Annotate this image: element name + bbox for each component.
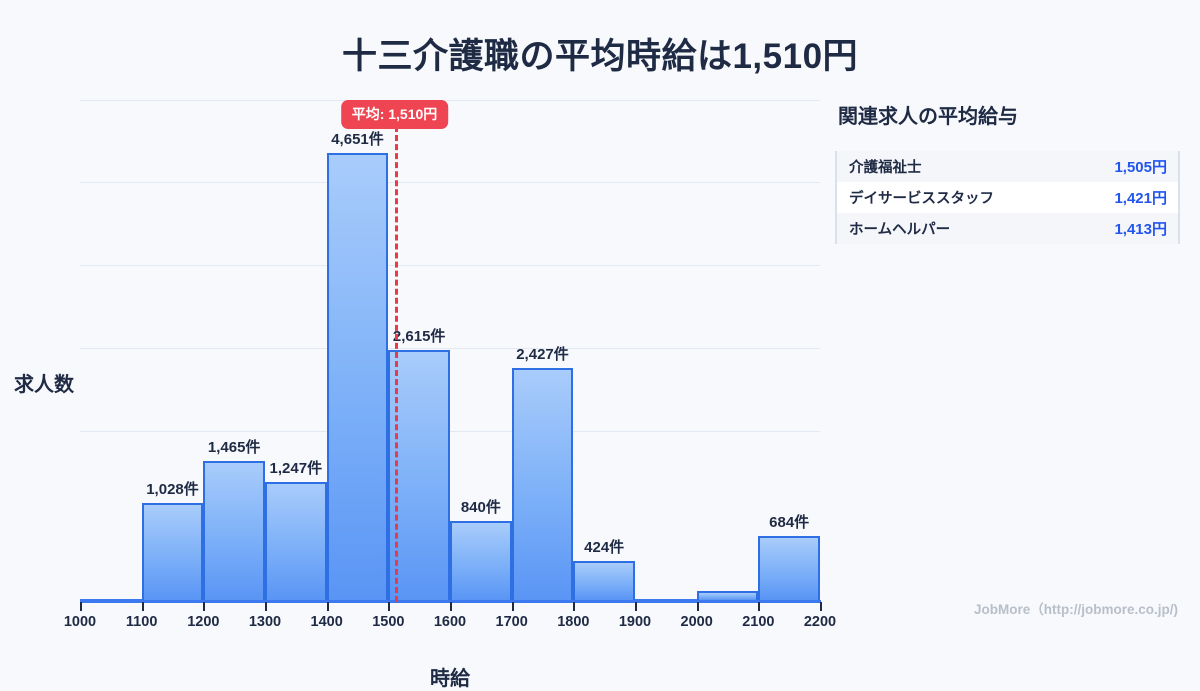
salary-row-name: ホームヘルパー [849,222,951,238]
salary-row-value: 1,505円 [1114,159,1167,176]
bar-value-label: 1,465件 [207,439,261,456]
x-axis-tick [511,602,514,611]
x-axis-tick [820,602,822,611]
x-axis-tick-label: 1600 [433,614,467,630]
x-axis-line [80,600,821,603]
salary-row-value: 1,421円 [1114,190,1167,207]
histogram-chart: 1,028件 1,465件 1,247件 4,651件 2,615件 840件 2,427件… [0,90,836,690]
x-axis-tick-label: 1900 [618,614,652,630]
histogram-bar [326,153,389,602]
x-axis-tick-label: 1200 [187,614,220,630]
gridline [80,348,820,349]
bar-value-label: 840件 [460,499,501,516]
salary-row-name: デイサービススタッフ [849,191,994,207]
histogram-bar [758,536,820,602]
x-axis-tick [203,602,206,611]
x-axis-tick-label: 2100 [742,614,775,630]
x-axis-tick [758,602,761,611]
y-axis-title: 求人数 [14,374,74,396]
gridline [80,431,820,432]
salary-row[interactable]: 介護福祉士 1,505円 [837,151,1178,182]
bar-value-label: 1,247件 [269,460,323,477]
plot-area [80,100,820,502]
footer-credit: JobMore（http://jobmore.co.jp/) [974,602,1178,617]
x-axis-title: 時給 [430,668,470,690]
x-axis-tick-label: 1800 [557,614,590,630]
salary-row-name: 介護福祉士 [849,160,922,176]
histogram-bar [141,503,204,602]
x-axis-tick-label: 1000 [63,614,97,630]
histogram-bar [450,521,512,602]
histogram-bar [573,561,635,602]
x-axis-tick [696,602,699,611]
histogram-bar [265,482,327,602]
bar-value-label: 424件 [584,539,625,556]
x-axis-tick [141,602,144,611]
x-axis-tick-label: 1500 [372,614,405,630]
x-axis-tick [450,602,452,611]
x-axis-tick [80,602,82,611]
x-axis-tick-label: 1400 [310,614,343,630]
related-salary-panel: 関連求人の平均給与 介護福祉士 1,505円デイサービススタッフ 1,421円ホーム… [835,100,1180,244]
related-salary-table: 介護福祉士 1,505円デイサービススタッフ 1,421円ホームヘルパー 1,413円 [835,151,1180,244]
average-badge: 平均: 1,510円 [340,100,449,129]
x-axis-tick [388,602,391,611]
bar-value-label: 4,651件 [331,131,384,148]
x-axis-tick [573,602,576,611]
related-salary-title: 関連求人の平均給与 [838,106,1018,128]
x-axis-tick [265,602,267,611]
bars-layer: 1,028件 1,465件 1,247件 4,651件 2,615件 840件 2,427件… [80,100,820,602]
bar-value-label: 684件 [769,514,810,531]
bar-value-label: 1,028件 [146,481,199,498]
bar-value-label: 2,615件 [392,328,446,345]
x-axis-tick-label: 1100 [125,614,158,630]
x-axis-tick [326,602,329,611]
histogram-bar [388,350,450,602]
gridline [80,265,820,266]
x-axis-tick-label: 1700 [495,614,528,630]
x-axis-tick-label: 1300 [248,614,282,630]
page-title: 十三介護職の平均時給は1,510円 [341,37,859,76]
x-axis-tick-label: 2000 [680,614,713,630]
average-line [394,126,398,602]
x-axis-tick [635,602,637,611]
bar-value-label: 2,427件 [516,346,569,363]
gridline [80,182,820,183]
histogram-bar [203,461,265,602]
histogram-bar [511,368,574,602]
x-axis-tick-label: 2200 [803,614,837,630]
salary-row[interactable]: デイサービススタッフ 1,421円 [837,182,1178,213]
gridline [80,100,820,101]
salary-row-value: 1,413円 [1114,221,1167,238]
salary-row[interactable]: ホームヘルパー 1,413円 [837,213,1178,244]
